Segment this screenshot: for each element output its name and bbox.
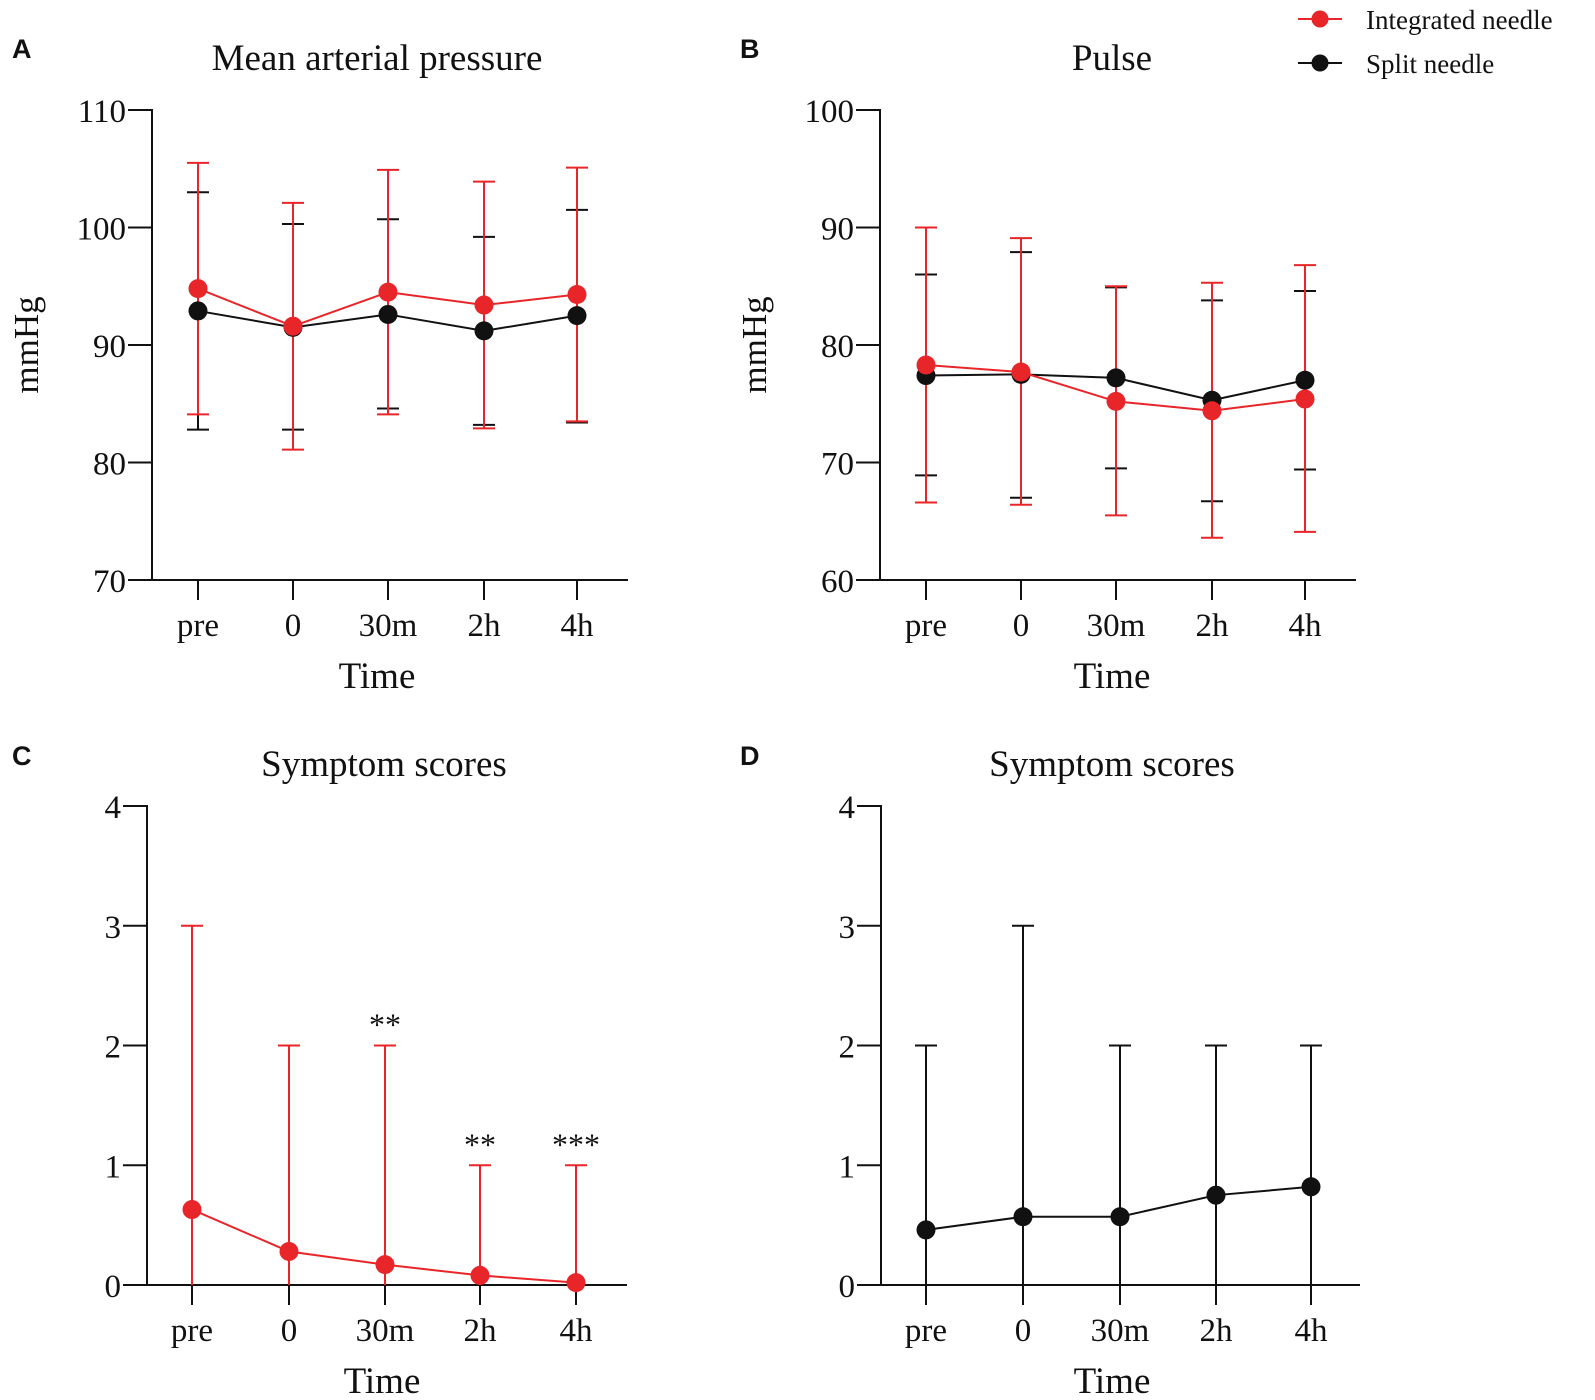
x-tick-label: 30m (1091, 1313, 1150, 1349)
x-tick-label: 4h (1295, 1313, 1329, 1349)
legend-label-integrated: Integrated needle (1366, 5, 1553, 35)
legend-item-split: Split needle (1298, 49, 1494, 79)
chart-title: Symptom scores (989, 744, 1235, 785)
data-point-integrated-needle (283, 316, 303, 336)
x-tick-label: 0 (1013, 608, 1030, 644)
legend-marker-split (1311, 54, 1329, 72)
data-point-integrated-needle (182, 1200, 202, 1220)
y-tick-label: 70 (821, 447, 854, 483)
y-tick-label: 1 (105, 1149, 122, 1185)
data-point-split-needle (1295, 370, 1315, 390)
y-axis-label: mmHg (7, 296, 46, 393)
x-axis-label: Time (344, 1361, 421, 1400)
data-point-integrated-needle (188, 279, 208, 299)
data-point-split-needle (474, 321, 494, 341)
data-point-integrated-needle (279, 1241, 299, 1261)
panel-letter: B (740, 34, 760, 64)
legend: Integrated needle Split needle (1298, 5, 1553, 79)
data-point-split-needle (1013, 1207, 1033, 1227)
significance-marker: ** (464, 1126, 496, 1162)
x-tick-label: 2h (468, 608, 502, 644)
panel-letter: A (12, 34, 32, 64)
panel-b: B Pulse 60 70 80 90 100 pre 0 30m 2h 4h Time mmHg (735, 34, 1356, 697)
data-point-integrated-needle (375, 1255, 395, 1275)
panel-letter: D (740, 741, 760, 771)
x-tick-label: pre (905, 1313, 947, 1349)
y-tick-label: 0 (839, 1269, 856, 1305)
data-point-integrated-needle (566, 1273, 586, 1293)
panel-d: D Symptom scores 0 1 2 3 4 pre 0 30m 2h 4h Time (740, 741, 1360, 1400)
data-point-integrated-needle (1295, 389, 1315, 409)
y-tick-label: 3 (839, 910, 856, 946)
error-bars-split-needle (915, 924, 1322, 1285)
data-point-integrated-needle (470, 1265, 490, 1285)
significance-marker: ** (369, 1007, 401, 1043)
y-axis-label: mmHg (735, 296, 774, 393)
chart-title: Mean arterial pressure (212, 38, 543, 79)
x-tick-label: 4h (560, 1313, 594, 1349)
data-point-integrated-needle (1106, 391, 1126, 411)
x-tick-label: pre (177, 608, 219, 644)
y-tick-label: 2 (839, 1030, 856, 1066)
x-axis-label: Time (1074, 656, 1151, 697)
x-tick-label: 30m (356, 1313, 415, 1349)
significance-marker: *** (552, 1126, 600, 1162)
x-tick-label: pre (171, 1313, 213, 1349)
x-tick-label: 4h (561, 608, 595, 644)
y-tick-label: 90 (93, 329, 126, 365)
data-point-split-needle (1106, 368, 1126, 388)
data-point-integrated-needle (378, 282, 398, 302)
y-tick-label: 2 (105, 1030, 122, 1066)
data-point-split-needle (1110, 1207, 1130, 1227)
data-point-integrated-needle (567, 284, 587, 304)
data-point-split-needle (567, 306, 587, 326)
data-point-integrated-needle (1202, 401, 1222, 421)
legend-label-split: Split needle (1366, 49, 1494, 79)
data-point-integrated-needle (474, 295, 494, 315)
y-tick-label: 100 (77, 212, 127, 248)
y-tick-label: 1 (839, 1149, 856, 1185)
y-tick-label: 80 (93, 447, 126, 483)
x-tick-label: 4h (1289, 608, 1323, 644)
y-tick-label: 4 (839, 790, 856, 826)
y-tick-label: 60 (821, 564, 854, 600)
x-tick-label: 30m (359, 608, 418, 644)
y-tick-label: 0 (105, 1269, 122, 1305)
data-point-integrated-needle (1011, 362, 1031, 382)
data-point-split-needle (1301, 1177, 1321, 1197)
data-point-split-needle (188, 301, 208, 321)
y-tick-label: 80 (821, 329, 854, 365)
panel-a: A Mean arterial pressure 70 80 90 100 110 pre 0 3… (7, 34, 628, 697)
x-tick-label: 0 (1015, 1313, 1032, 1349)
x-tick-label: 30m (1087, 608, 1146, 644)
y-tick-label: 4 (105, 790, 122, 826)
x-tick-label: 0 (281, 1313, 298, 1349)
legend-marker-integrated (1311, 10, 1329, 28)
y-tick-label: 110 (78, 94, 126, 130)
data-point-split-needle (1206, 1185, 1226, 1205)
y-tick-label: 100 (805, 94, 855, 130)
x-tick-label: 2h (464, 1313, 498, 1349)
legend-item-integrated: Integrated needle (1298, 5, 1553, 35)
y-tick-label: 3 (105, 910, 122, 946)
data-point-integrated-needle (916, 355, 936, 375)
y-tick-label: 70 (93, 564, 126, 600)
x-tick-label: 2h (1196, 608, 1230, 644)
x-axis-label: Time (1074, 1361, 1151, 1400)
x-tick-label: pre (905, 608, 947, 644)
x-axis-label: Time (339, 656, 416, 697)
x-tick-label: 0 (285, 608, 302, 644)
data-point-split-needle (916, 1220, 936, 1240)
y-tick-label: 90 (821, 212, 854, 248)
chart-title: Pulse (1072, 38, 1152, 79)
chart-title: Symptom scores (261, 744, 507, 785)
data-point-split-needle (378, 304, 398, 324)
panel-letter: C (12, 741, 32, 771)
x-tick-label: 2h (1200, 1313, 1234, 1349)
